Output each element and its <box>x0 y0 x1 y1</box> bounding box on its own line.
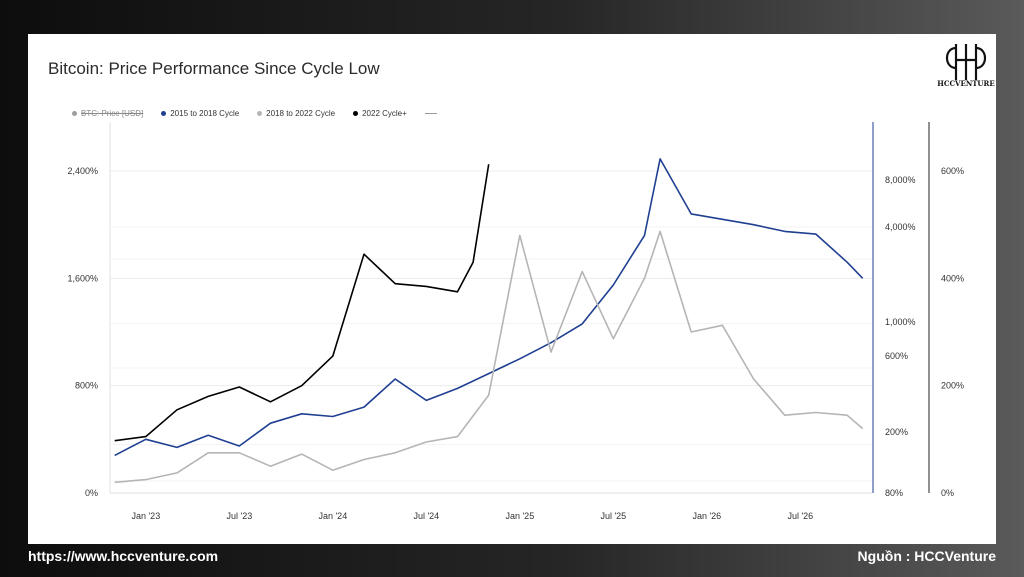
right-axis-tick: 600% <box>941 166 964 176</box>
legend-item-2015-2018[interactable]: 2015 to 2018 Cycle <box>161 109 239 118</box>
line-chart: 0% 800% 1,600% 2,400% Jan '23 Jul '23 Jan '24 J… <box>67 122 964 521</box>
x-axis-tick: Jul '23 <box>226 511 252 521</box>
chart-legend: BTC: Price [USD] 2015 to 2018 Cycle 2018… <box>72 109 437 118</box>
legend-item-btc-price[interactable]: BTC: Price [USD] <box>72 109 143 118</box>
legend-swatch <box>353 111 359 116</box>
right-axis-tick: 400% <box>941 273 964 283</box>
left-axis-tick: 0% <box>85 488 98 498</box>
legend-swatch <box>257 111 263 116</box>
chart-card: Bitcoin: Price Performance Since Cycle L… <box>28 34 996 544</box>
legend-label: 2018 to 2022 Cycle <box>266 109 336 118</box>
logo-text: HCCVENTURE <box>937 79 995 88</box>
x-axis-tick: Jan '26 <box>692 511 721 521</box>
mid-axis-tick: 600% <box>885 351 908 361</box>
x-axis-tick: Jul '25 <box>600 511 626 521</box>
right-axis-tick: 200% <box>941 381 964 391</box>
legend-item-2022-cycle[interactable]: 2022 Cycle+ <box>353 109 407 118</box>
series-line-2018-to-2022-cycle <box>114 230 864 484</box>
legend-item-2018-2022[interactable]: 2018 to 2022 Cycle <box>257 109 335 118</box>
left-axis-tick: 2,400% <box>67 166 98 176</box>
x-axis-tick: Jan '24 <box>318 511 347 521</box>
legend-label: 2015 to 2018 Cycle <box>170 109 240 118</box>
right-axis-tick: 0% <box>941 488 954 498</box>
mid-axis-tick: 200% <box>885 427 908 437</box>
legend-more-icon <box>424 113 437 114</box>
legend-label: BTC: Price [USD] <box>81 109 144 118</box>
mid-axis-tick: 4,000% <box>885 222 916 232</box>
series-line-2015-to-2018-cycle <box>114 158 864 457</box>
series-line-2022-cycle- <box>114 164 490 442</box>
mid-axis-tick: 1,000% <box>885 317 916 327</box>
mid-axis-tick: 8,000% <box>885 175 916 185</box>
chart-title: Bitcoin: Price Performance Since Cycle L… <box>48 59 380 78</box>
x-axis-tick: Jul '26 <box>787 511 813 521</box>
footer-url[interactable]: https://www.hccventure.com <box>28 548 219 564</box>
legend-label: 2022 Cycle+ <box>362 109 407 118</box>
legend-swatch <box>161 111 167 116</box>
left-axis-tick: 1,600% <box>67 273 98 283</box>
left-axis-tick: 800% <box>75 381 98 391</box>
legend-item-more[interactable] <box>424 109 437 118</box>
legend-swatch <box>72 111 77 116</box>
x-axis-tick: Jul '24 <box>413 511 439 521</box>
hccventure-logo <box>945 44 987 80</box>
mid-axis-tick: 80% <box>885 488 903 498</box>
footer-source: Nguồn : HCCVenture <box>857 548 996 564</box>
x-axis-tick: Jan '25 <box>505 511 534 521</box>
x-axis-tick: Jan '23 <box>131 511 160 521</box>
